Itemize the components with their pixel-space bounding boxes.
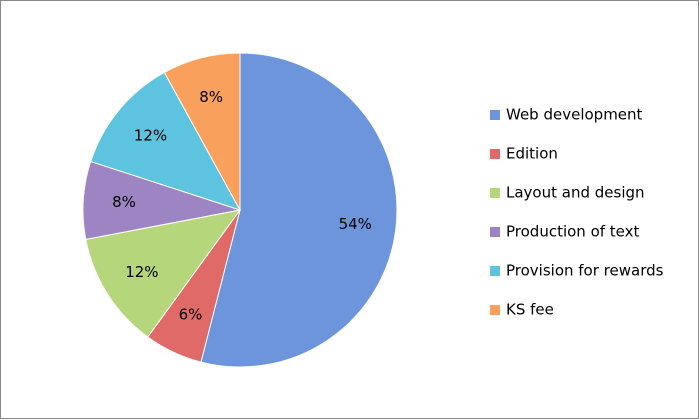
- data-label: 8%: [112, 193, 136, 211]
- data-label: 12%: [125, 263, 158, 281]
- legend-swatch: [490, 188, 500, 198]
- legend-label: KS fee: [506, 301, 554, 319]
- legend-swatch: [490, 227, 500, 237]
- data-label: 6%: [179, 306, 203, 324]
- legend-swatch: [490, 305, 500, 315]
- pie-slice: [90, 71, 242, 211]
- legend-label: Provision for rewards: [506, 262, 664, 280]
- legend-label: Edition: [506, 145, 558, 163]
- pie-slice: [85, 209, 242, 338]
- legend-swatch: [490, 266, 500, 276]
- pie-slice: [200, 52, 398, 368]
- legend-swatch: [490, 110, 500, 120]
- legend-label: Layout and design: [506, 184, 645, 202]
- pie-slice: [163, 52, 241, 211]
- data-label: 54%: [339, 215, 372, 233]
- legend-label: Web development: [506, 106, 643, 124]
- legend-label: Production of text: [506, 223, 640, 241]
- data-label: 8%: [199, 88, 223, 106]
- data-label: 12%: [134, 126, 167, 144]
- legend-swatch: [490, 149, 500, 159]
